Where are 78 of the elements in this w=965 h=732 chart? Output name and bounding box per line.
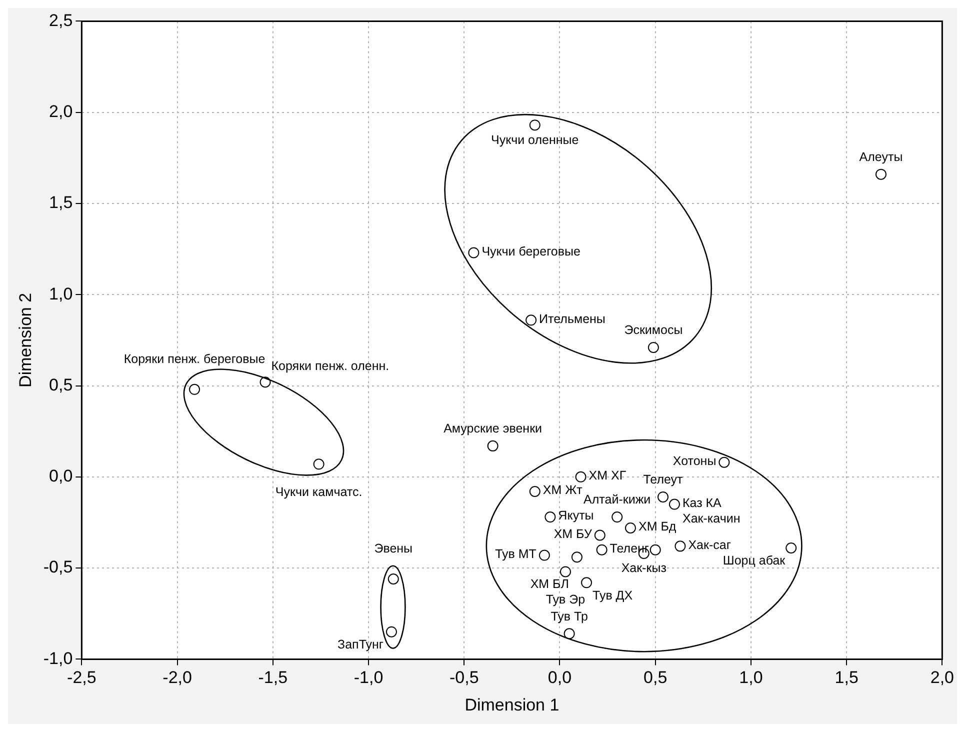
annotation: Каз КА xyxy=(682,496,722,510)
annotation: ХМ ХГ xyxy=(588,468,626,483)
point xyxy=(594,530,606,541)
point xyxy=(560,566,571,578)
point xyxy=(658,491,669,502)
point xyxy=(538,550,550,561)
y-tick-label: 1,5 xyxy=(49,193,73,212)
point xyxy=(189,384,200,395)
point xyxy=(674,540,686,552)
point xyxy=(596,544,608,556)
annotation: Чукчи оленные xyxy=(491,132,579,147)
point xyxy=(468,247,480,258)
annotation: Чукчи береговые xyxy=(482,244,580,258)
point xyxy=(313,458,324,470)
annotation: Алеуты xyxy=(859,150,903,164)
annotation: ХМ Бд xyxy=(638,520,677,534)
point xyxy=(564,628,575,640)
y-axis-title: Dimension 2 xyxy=(16,292,35,388)
point xyxy=(529,120,540,131)
annotation: Тув Тр xyxy=(550,609,588,624)
y-tick-label: -0,5 xyxy=(43,558,73,577)
point xyxy=(386,626,397,638)
annotation: Тув Эр xyxy=(546,592,586,606)
point xyxy=(575,471,586,482)
annotation: Хак-качин xyxy=(682,512,740,526)
annotation: Алтай-кижи xyxy=(584,492,651,507)
annotation: Шорц абак xyxy=(722,554,786,568)
x-tick-label: 1,0 xyxy=(739,668,763,688)
annotation: Тув ДХ xyxy=(592,588,634,602)
point xyxy=(624,522,636,534)
annotation: Коряки пенж. оленн. xyxy=(271,358,390,373)
annotation: Коряки пенж. береговые xyxy=(124,352,266,366)
x-axis-title: Dimension 1 xyxy=(464,695,560,714)
y-tick-label: 1,0 xyxy=(49,284,73,304)
point xyxy=(544,512,556,523)
annotation: Хотоны xyxy=(672,454,716,468)
point xyxy=(529,486,540,497)
x-tick-label: 0,5 xyxy=(644,668,668,688)
annotation: ХМ Жт xyxy=(542,483,583,498)
x-tick-label: 0,0 xyxy=(548,668,572,688)
point xyxy=(718,456,730,468)
annotation: Якуты xyxy=(558,508,594,523)
annotation: Хак-саг xyxy=(688,538,732,552)
x-tick-label: -1,0 xyxy=(354,668,384,688)
y-tick-label: -1,0 xyxy=(43,648,73,668)
point xyxy=(648,342,659,353)
annotation: Тув МТ xyxy=(495,547,537,561)
point xyxy=(668,498,680,510)
annotation: Теленг xyxy=(610,542,650,556)
x-tick-label: -2,5 xyxy=(67,668,96,688)
point xyxy=(650,544,661,556)
y-tick-label: 2,5 xyxy=(49,10,73,30)
x-tick-label: -1,5 xyxy=(258,668,288,688)
point xyxy=(487,440,498,452)
annotation: ХМ БЛ xyxy=(530,576,569,591)
annotation: ХМ БУ xyxy=(554,526,592,541)
x-tick-label: -0,5 xyxy=(449,668,479,688)
annotation: Чукчи камчатс. xyxy=(275,484,362,499)
point xyxy=(526,314,537,326)
y-tick-label: 0,0 xyxy=(49,466,73,486)
annotation: Ительмены xyxy=(539,312,606,326)
annotation: ЗапТунг xyxy=(338,638,384,652)
point xyxy=(388,573,399,584)
y-tick-label: 0,5 xyxy=(49,375,73,394)
annotation: Эскимосы xyxy=(624,323,683,338)
point xyxy=(571,552,582,563)
x-tick-label: -2,0 xyxy=(162,668,192,688)
y-tick-label: 2,0 xyxy=(49,102,73,122)
point xyxy=(786,542,797,554)
x-tick-label: 1,5 xyxy=(834,668,858,688)
annotation: Телеут xyxy=(643,472,684,487)
point xyxy=(581,577,592,588)
point xyxy=(612,512,623,523)
point xyxy=(875,168,886,180)
x-tick-label: 2,0 xyxy=(930,668,954,688)
annotation: Амурские эвенки xyxy=(444,422,542,436)
annotation: Эвены xyxy=(374,542,413,556)
annotation: Хак-кыз xyxy=(621,561,667,576)
